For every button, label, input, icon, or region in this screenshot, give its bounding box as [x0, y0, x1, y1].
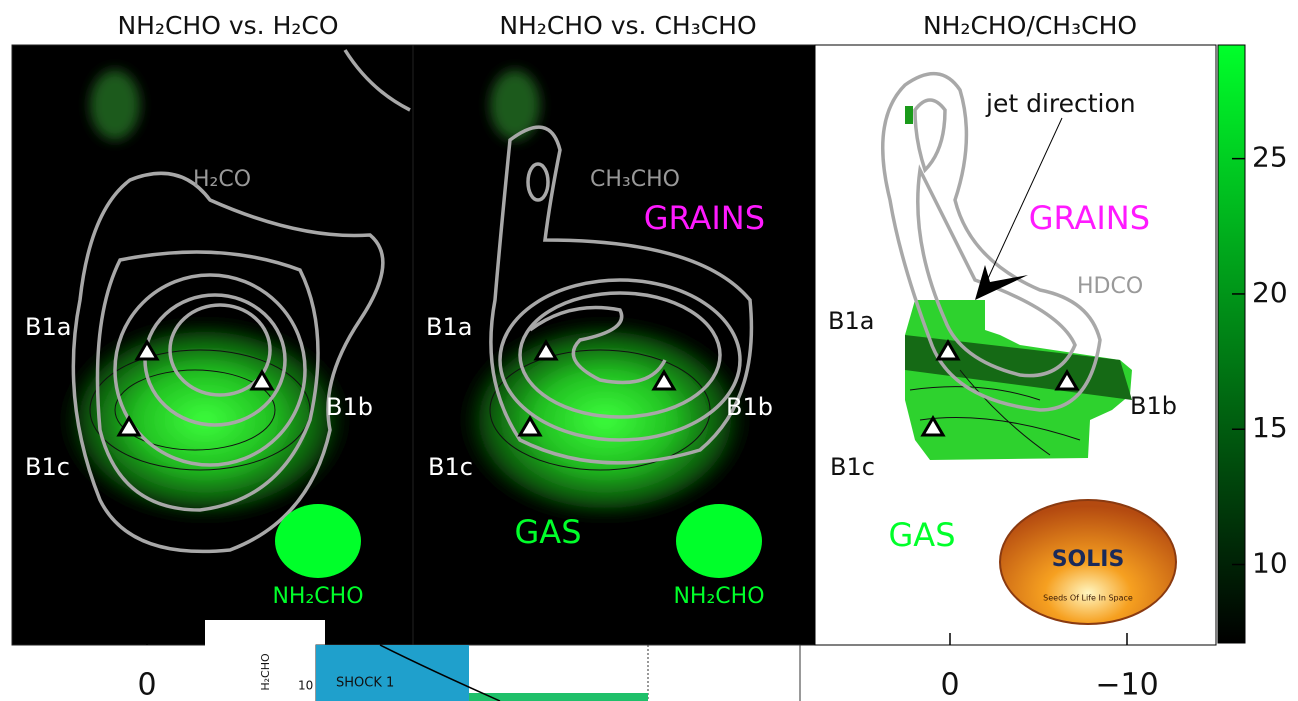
panel-title: NH₂CHO vs. CH₃CHO — [499, 11, 756, 40]
tracer-label: H₂CO — [193, 167, 251, 192]
marker-label: B1c — [428, 453, 473, 481]
region-label: GAS — [515, 513, 582, 551]
marker-label: B1b — [726, 393, 773, 421]
tracer-label: CH₃CHO — [590, 167, 680, 192]
marker-label: B1a — [25, 313, 71, 341]
inset-ylabel: H₂CHO — [259, 653, 272, 691]
beam-label: NH₂CHO — [272, 584, 363, 609]
marker-label: B1c — [25, 453, 70, 481]
region-label: GAS — [889, 516, 956, 554]
marker-label: B1c — [830, 453, 875, 481]
marker-label: B1b — [1130, 392, 1177, 420]
panel-1: H₂CO B1a B1b B1c NH₂CHO — [11, 44, 414, 646]
region-label: GRAINS — [644, 199, 765, 237]
marker-label: B1b — [326, 393, 373, 421]
marker-label: B1a — [828, 307, 874, 335]
colorbar-tick-label: 20 — [1252, 276, 1288, 309]
x-tick-label: −10 — [1095, 668, 1158, 701]
tracer-label: HDCO — [1077, 274, 1143, 299]
panel-3: jet direction HDCO GRAINS GAS B1a B1b B1… — [814, 44, 1217, 646]
colorbar-tick-label: 15 — [1252, 411, 1288, 444]
panel-2: CH₃CHO GRAINS GAS B1a B1b B1c NH₂CHO — [412, 44, 816, 646]
beam-label: NH₂CHO — [673, 584, 764, 609]
marker-label: B1a — [426, 313, 472, 341]
logo-name: SOLIS — [1052, 547, 1125, 572]
panel-title: NH₂CHO vs. H₂CO — [117, 11, 338, 40]
region-label: GRAINS — [1029, 199, 1150, 237]
inset: SHOCK 1 10 H₂CHO — [205, 620, 801, 701]
colorbar — [1217, 44, 1246, 644]
x-tick-label: 0 — [137, 668, 156, 701]
panel-title: NH₂CHO/CH₃CHO — [923, 11, 1137, 40]
colorbar-tick-label: 10 — [1252, 547, 1288, 580]
inset-label: SHOCK 1 — [336, 676, 394, 691]
logo-motto: Seeds Of Life In Space — [1043, 594, 1133, 603]
annotation: jet direction — [985, 89, 1136, 118]
x-tick-label: 0 — [940, 668, 959, 701]
logo: SOLIS Seeds Of Life In Space — [999, 499, 1177, 625]
inset-tick: 10 — [298, 679, 313, 693]
colorbar-tick-label: 25 — [1252, 141, 1288, 174]
